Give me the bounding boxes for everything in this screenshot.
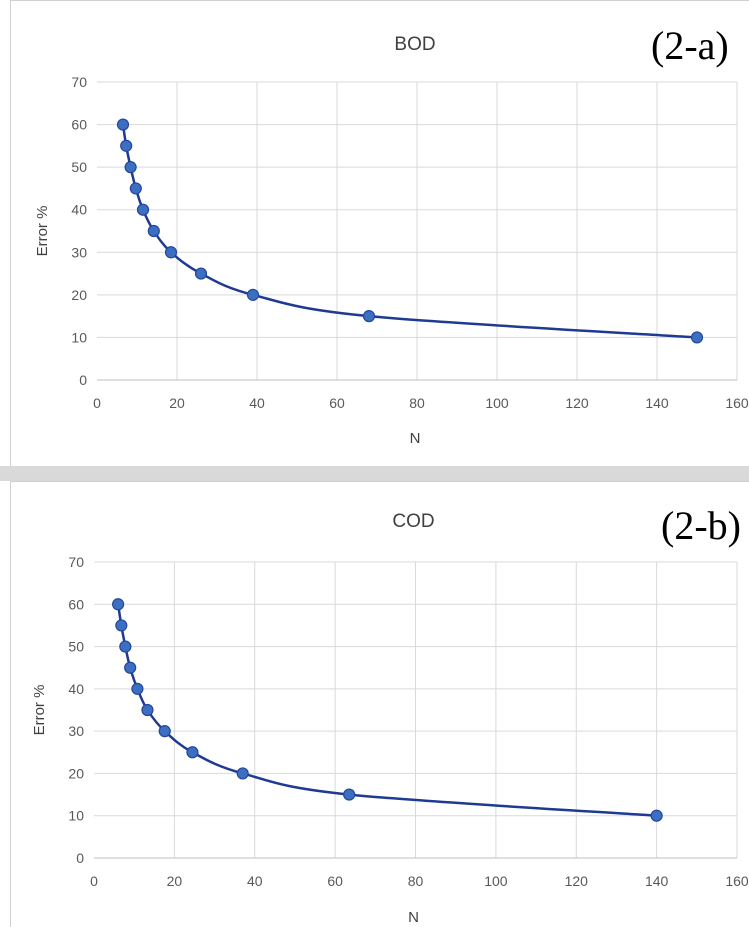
x-tick-label: 0 [90, 873, 98, 889]
chart-title: COD [392, 511, 434, 532]
data-point [147, 224, 160, 238]
x-tick-label: 60 [327, 873, 343, 889]
x-tick-label: 20 [169, 395, 185, 411]
data-point [650, 809, 663, 822]
data-point [246, 288, 260, 301]
y-tick-label: 60 [68, 596, 84, 612]
x-tick-label: 0 [93, 395, 101, 411]
data-point [158, 725, 171, 738]
figure-tag: (2-b) [661, 503, 741, 548]
y-tick-label: 10 [68, 808, 84, 824]
x-tick-label: 160 [725, 395, 749, 411]
chart-title: BOD [394, 34, 435, 55]
data-point [194, 267, 208, 280]
chart-panel-bod: 0 10 20 30 40 50 60 70 0 20 40 60 80 100 120 140 160 BOD (… [10, 0, 749, 467]
x-axis-label: N [408, 909, 419, 926]
y-tick-label: 50 [71, 159, 87, 175]
data-point [119, 640, 132, 653]
y-tick-label: 10 [71, 329, 87, 345]
cod-chart: 0 10 20 30 40 50 60 70 0 20 40 60 80 100 120 140 160 COD (… [31, 503, 749, 926]
data-point [112, 598, 125, 611]
y-tick-label: 30 [71, 244, 87, 260]
data-point [343, 788, 356, 801]
x-tick-label: 80 [409, 395, 425, 411]
x-tick-label: 120 [565, 873, 589, 889]
y-axis-label: Error % [34, 206, 51, 257]
y-tick-label: 60 [71, 117, 87, 133]
x-tick-label: 80 [408, 873, 424, 889]
chart-panel-cod: 0 10 20 30 40 50 60 70 0 20 40 60 80 100 120 140 160 COD (… [10, 481, 749, 927]
y-tick-label: 40 [71, 202, 87, 218]
x-tick-label: 100 [485, 395, 509, 411]
x-tick-label: 120 [565, 395, 589, 411]
data-point [164, 246, 178, 259]
y-tick-label: 70 [71, 74, 87, 90]
x-tick-label: 40 [249, 395, 265, 411]
x-tick-label: 160 [725, 873, 749, 889]
y-tick-label: 40 [68, 681, 84, 697]
data-point [124, 161, 137, 174]
panel-divider [0, 466, 749, 481]
x-tick-label: 20 [167, 873, 183, 889]
x-tick-label: 100 [484, 873, 508, 889]
figure-tag: (2-a) [651, 23, 729, 68]
data-point [116, 118, 130, 131]
series-line [121, 124, 698, 339]
data-point [136, 203, 150, 216]
data-point [690, 331, 704, 344]
data-point [186, 746, 199, 759]
y-tick-label: 70 [68, 554, 84, 570]
y-tick-label: 50 [68, 639, 84, 655]
y-axis-label: Error % [31, 685, 48, 736]
data-point [236, 767, 249, 780]
bod-chart: 0 10 20 30 40 50 60 70 0 20 40 60 80 100 120 140 160 BOD (… [34, 23, 749, 447]
x-tick-label: 140 [645, 873, 669, 889]
x-tick-label: 40 [247, 873, 263, 889]
y-tick-label: 20 [71, 287, 87, 303]
data-point [120, 139, 133, 152]
x-tick-label: 140 [645, 395, 669, 411]
data-point [115, 619, 128, 632]
x-axis-label: N [410, 430, 421, 447]
data-point [131, 682, 144, 695]
data-point [362, 310, 376, 323]
y-tick-label: 20 [68, 765, 84, 781]
x-tick-label: 60 [329, 395, 345, 411]
y-tick-label: 0 [76, 850, 84, 866]
data-point [141, 703, 154, 717]
y-tick-label: 0 [79, 372, 87, 388]
y-tick-label: 30 [68, 723, 84, 739]
data-point [129, 182, 142, 195]
data-point [124, 661, 137, 674]
